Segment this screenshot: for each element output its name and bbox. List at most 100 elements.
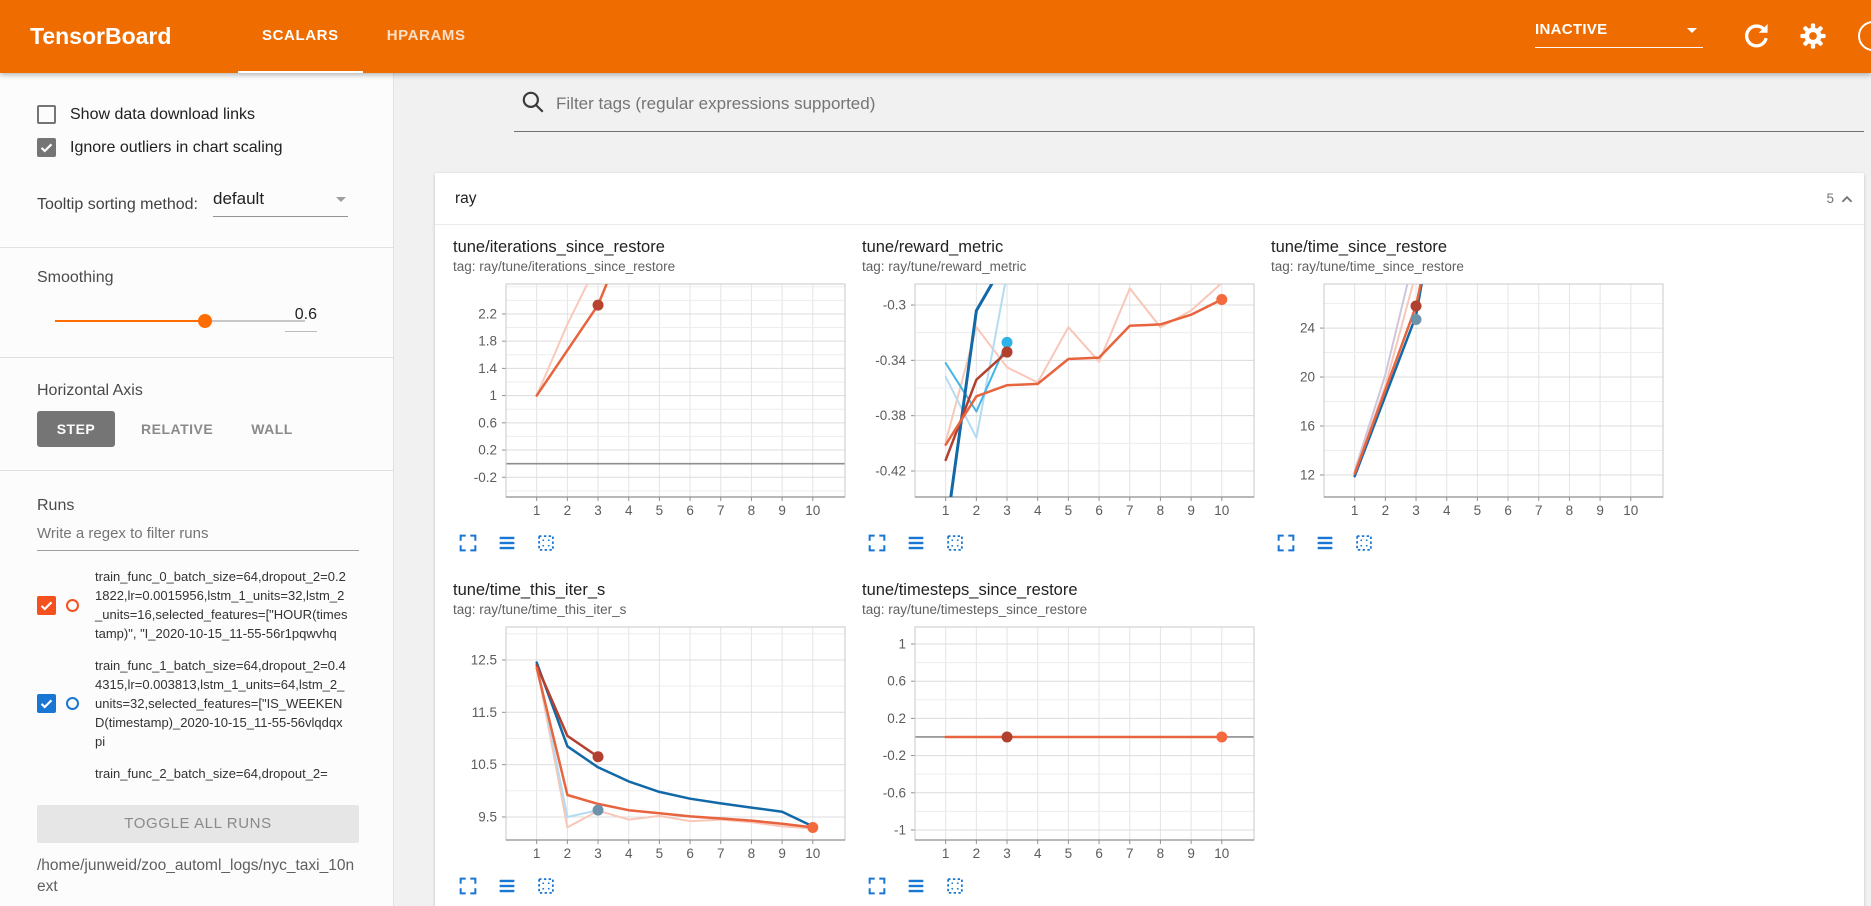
toggle-lines-icon[interactable] — [905, 875, 927, 897]
fit-domain-icon[interactable] — [535, 875, 557, 897]
svg-text:2: 2 — [564, 503, 572, 518]
ray-section-header[interactable]: ray 5 — [435, 173, 1864, 225]
toggle-all-runs-button[interactable]: TOGGLE ALL RUNS — [37, 805, 359, 843]
run-radio[interactable] — [66, 598, 79, 612]
svg-text:5: 5 — [1474, 503, 1482, 518]
fit-domain-icon[interactable] — [944, 875, 966, 897]
chart-plot[interactable]: 1 2 3 4 5 6 7 8 9 10 1 0.6 0.2 -0.2 -0.6 -1 — [860, 620, 1260, 865]
svg-text:10.5: 10.5 — [471, 757, 497, 772]
smoothing-label: Smoothing — [37, 269, 114, 286]
svg-text:1.8: 1.8 — [478, 334, 497, 349]
series-run0-smoothed-dark — [535, 663, 600, 759]
axis-relative-button[interactable]: RELATIVE — [141, 421, 214, 437]
fullscreen-icon[interactable] — [1275, 532, 1297, 554]
chart-actions — [457, 532, 851, 554]
fit-domain-icon[interactable] — [944, 532, 966, 554]
run-radio[interactable] — [66, 697, 79, 710]
main-area: ray 5 tune/iterations_since_restore tag: … — [394, 73, 1871, 906]
toggle-lines-icon[interactable] — [1314, 532, 1336, 554]
fit-domain-icon[interactable] — [1353, 532, 1375, 554]
svg-text:9: 9 — [778, 846, 786, 861]
divider — [0, 357, 394, 358]
fullscreen-icon[interactable] — [457, 532, 479, 554]
svg-text:6: 6 — [1504, 503, 1512, 518]
fullscreen-icon[interactable] — [457, 875, 479, 897]
refresh-icon[interactable] — [1740, 20, 1772, 52]
app-title: TensorBoard — [30, 23, 172, 49]
data-point-marker — [1001, 731, 1013, 743]
toggle-lines-icon[interactable] — [496, 875, 518, 897]
svg-text:2: 2 — [973, 846, 981, 861]
fullscreen-icon[interactable] — [866, 532, 888, 554]
svg-text:1: 1 — [533, 503, 541, 518]
chart-plot[interactable]: 1 2 3 4 5 6 7 8 9 10 -0.3 -0.34 -0.38 -0.42 — [860, 277, 1260, 522]
search-icon — [522, 91, 544, 113]
series-run1-smoothed — [949, 284, 994, 497]
svg-text:1: 1 — [898, 637, 906, 652]
svg-text:0.2: 0.2 — [478, 443, 497, 458]
chart-plot[interactable]: 1 2 3 4 5 6 7 8 9 10 2.2 1.8 1.4 1 0.6 0.2 -0.2 — [451, 277, 851, 522]
tab-scalars[interactable]: SCALARS — [238, 0, 363, 73]
series-run0-smoothed — [535, 666, 815, 829]
tag-filter — [554, 93, 1554, 115]
show-download-links-checkbox[interactable] — [37, 105, 56, 124]
chevron-up-icon[interactable] — [1836, 188, 1858, 210]
runs-list: train_func_0_batch_size=64,dropout_2=0.2… — [37, 567, 361, 805]
svg-text:7: 7 — [717, 503, 725, 518]
series-run0-raw — [535, 664, 814, 830]
svg-text:11.5: 11.5 — [472, 705, 497, 720]
svg-text:7: 7 — [1535, 503, 1543, 518]
svg-text:0.6: 0.6 — [887, 674, 906, 689]
svg-text:9: 9 — [1187, 503, 1195, 518]
svg-text:3: 3 — [1003, 846, 1011, 861]
chart-plot[interactable]: 1 2 3 4 5 6 7 8 9 10 12.5 11.5 10.5 9.5 — [451, 620, 851, 865]
data-point-marker — [1001, 336, 1013, 348]
data-point-marker — [1001, 346, 1013, 358]
series-run1-raw — [1353, 284, 1409, 472]
chart-title: tune/iterations_since_restore — [453, 238, 665, 256]
svg-text:12.5: 12.5 — [471, 652, 497, 667]
svg-text:8: 8 — [1157, 503, 1165, 518]
run-checkbox[interactable] — [37, 595, 56, 615]
run-checkbox[interactable] — [37, 694, 56, 713]
smoothing-value[interactable]: 0.6 — [285, 306, 317, 332]
axis-wall-button[interactable]: WALL — [251, 421, 293, 437]
chart-tag: tag: ray/tune/time_since_restore — [1271, 259, 1464, 274]
smoothing-slider[interactable] — [55, 314, 305, 328]
fullscreen-icon[interactable] — [866, 875, 888, 897]
slider-thumb[interactable] — [198, 314, 212, 328]
svg-text:8: 8 — [748, 503, 756, 518]
status-dropdown[interactable]: INACTIVE — [1535, 21, 1703, 48]
gear-icon[interactable] — [1797, 20, 1829, 52]
svg-text:-0.34: -0.34 — [875, 353, 906, 368]
chart-tag: tag: ray/tune/iterations_since_restore — [453, 259, 676, 274]
data-point-marker — [1216, 293, 1228, 305]
svg-text:12: 12 — [1300, 467, 1315, 482]
svg-text:9: 9 — [1187, 846, 1195, 861]
help-icon[interactable] — [1858, 21, 1871, 51]
tag-filter-input[interactable] — [554, 93, 1554, 115]
svg-text:10: 10 — [805, 503, 820, 518]
svg-text:-1: -1 — [894, 822, 906, 837]
svg-text:1: 1 — [533, 846, 541, 861]
tooltip-sorting-label: Tooltip sorting method: — [37, 196, 198, 213]
tooltip-sorting-select[interactable]: default — [213, 189, 348, 217]
svg-text:-0.6: -0.6 — [883, 785, 906, 800]
data-point-marker — [592, 751, 604, 763]
svg-text:5: 5 — [656, 846, 664, 861]
svg-text:7: 7 — [1126, 503, 1134, 518]
divider — [0, 247, 394, 248]
tab-hparams[interactable]: HPARAMS — [386, 27, 466, 44]
horizontal-axis-label: Horizontal Axis — [37, 382, 143, 399]
toggle-lines-icon[interactable] — [496, 532, 518, 554]
series-run1-raw — [944, 284, 1007, 439]
ignore-outliers-checkbox[interactable] — [37, 138, 56, 157]
toggle-lines-icon[interactable] — [905, 532, 927, 554]
axis-step-button[interactable]: STEP — [37, 411, 115, 447]
svg-text:6: 6 — [1095, 503, 1103, 518]
chart-title: tune/reward_metric — [862, 238, 1004, 256]
svg-text:6: 6 — [686, 503, 694, 518]
runs-filter-input[interactable] — [37, 525, 359, 551]
fit-domain-icon[interactable] — [535, 532, 557, 554]
